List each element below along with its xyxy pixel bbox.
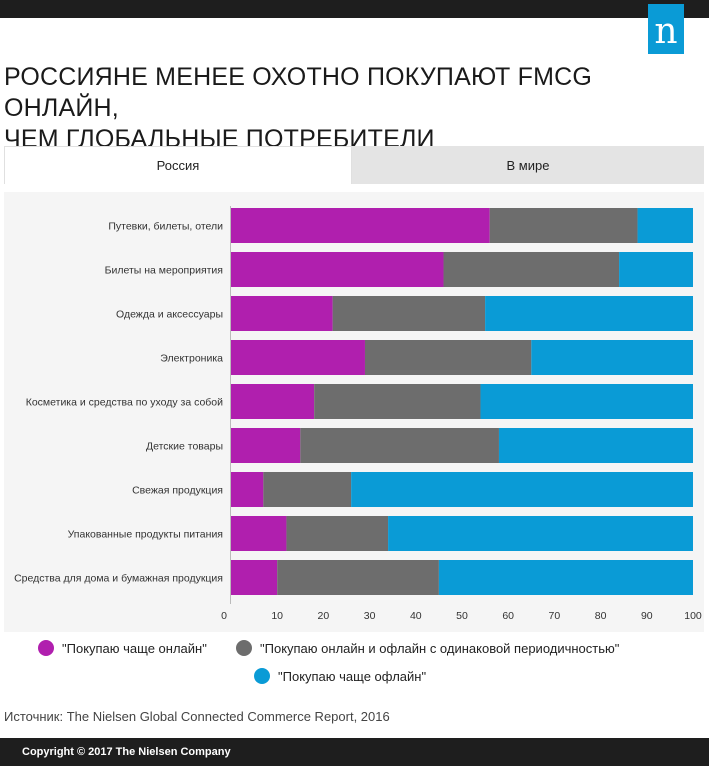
legend-label-online: "Покупаю чаще онлайн" bbox=[62, 640, 207, 656]
tab-bar: Россия В мире bbox=[4, 146, 704, 184]
legend-item-equal: "Покупаю онлайн и офлайн с одинаковой пе… bbox=[236, 640, 619, 656]
bar-segment-online bbox=[231, 560, 278, 595]
bar-segment-equal bbox=[364, 340, 532, 375]
bar-segment-equal bbox=[286, 516, 389, 551]
x-tick-label: 90 bbox=[641, 610, 653, 622]
logo-letter: n bbox=[654, 11, 678, 52]
bar-segment-offline bbox=[531, 340, 693, 375]
legend-dot-equal bbox=[236, 640, 252, 656]
bar-segment-offline bbox=[485, 296, 693, 331]
category-label: Электроника bbox=[160, 353, 223, 365]
tab-russia[interactable]: Россия bbox=[4, 146, 352, 184]
legend-dot-offline bbox=[254, 668, 270, 684]
bar-segment-online bbox=[231, 472, 264, 507]
top-bar bbox=[0, 0, 709, 18]
legend-item-online: "Покупаю чаще онлайн" bbox=[38, 640, 207, 656]
x-tick-label: 30 bbox=[364, 610, 376, 622]
nielsen-logo: n bbox=[648, 4, 684, 54]
category-label: Косметика и средства по уходу за собой bbox=[26, 397, 223, 409]
bar-segment-offline bbox=[498, 428, 693, 463]
x-tick-label: 40 bbox=[410, 610, 422, 622]
title-line-1: РОССИЯНЕ МЕНЕЕ ОХОТНО ПОКУПАЮТ FMCG ОНЛА… bbox=[4, 63, 593, 122]
category-label: Детские товары bbox=[146, 441, 223, 453]
bar-segment-offline bbox=[619, 252, 693, 287]
bar-segment-online bbox=[231, 296, 333, 331]
category-label: Свежая продукция bbox=[132, 485, 223, 497]
x-tick-label: 10 bbox=[271, 610, 283, 622]
bar-segment-equal bbox=[300, 428, 499, 463]
legend-label-offline: "Покупаю чаще офлайн" bbox=[278, 668, 427, 684]
bar-segment-offline bbox=[438, 560, 693, 595]
category-label: Упакованные продукты питания bbox=[68, 529, 223, 541]
bar-segment-equal bbox=[277, 560, 439, 595]
bar-segment-online bbox=[231, 384, 315, 419]
bar-segment-online bbox=[231, 340, 365, 375]
bar-segment-equal bbox=[314, 384, 481, 419]
bar-segment-offline bbox=[480, 384, 693, 419]
bar-segment-online bbox=[231, 252, 444, 287]
page-title: РОССИЯНЕ МЕНЕЕ ОХОТНО ПОКУПАЮТ FMCG ОНЛА… bbox=[4, 62, 704, 155]
bar-segment-online bbox=[231, 208, 490, 243]
category-label: Путевки, билеты, отели bbox=[108, 221, 223, 233]
x-tick-label: 100 bbox=[684, 610, 702, 622]
legend-item-offline: "Покупаю чаще офлайн" bbox=[254, 668, 426, 684]
legend-label-equal: "Покупаю онлайн и офлайн с одинаковой пе… bbox=[260, 640, 620, 656]
bar-segment-online bbox=[231, 516, 287, 551]
x-tick-label: 20 bbox=[318, 610, 330, 622]
legend-dot-online bbox=[38, 640, 54, 656]
category-label: Одежда и аксессуары bbox=[116, 309, 223, 321]
bar-segment-equal bbox=[443, 252, 620, 287]
category-label: Билеты на мероприятия bbox=[105, 265, 223, 277]
bar-segment-equal bbox=[489, 208, 638, 243]
bar-segment-online bbox=[231, 428, 301, 463]
x-tick-label: 0 bbox=[221, 610, 227, 622]
bar-segment-offline bbox=[388, 516, 693, 551]
footer-copyright: Copyright © 2017 The Nielsen Company bbox=[0, 738, 709, 766]
source-note: Источник: The Nielsen Global Connected C… bbox=[4, 709, 390, 724]
bar-segment-offline bbox=[351, 472, 693, 507]
stacked-bar-chart: Путевки, билеты, отели Билеты на мероприя… bbox=[14, 206, 702, 622]
x-tick-label: 50 bbox=[456, 610, 468, 622]
x-tick-label: 70 bbox=[549, 610, 561, 622]
bar-segment-equal bbox=[332, 296, 486, 331]
chart-area: Путевки, билеты, отели Билеты на мероприя… bbox=[4, 192, 704, 632]
x-tick-label: 80 bbox=[595, 610, 607, 622]
category-label: Средства для дома и бумажная продукция bbox=[14, 573, 223, 585]
bar-segment-offline bbox=[637, 208, 693, 243]
x-tick-label: 60 bbox=[502, 610, 514, 622]
tab-world[interactable]: В мире bbox=[506, 157, 550, 173]
bar-segment-equal bbox=[263, 472, 352, 507]
